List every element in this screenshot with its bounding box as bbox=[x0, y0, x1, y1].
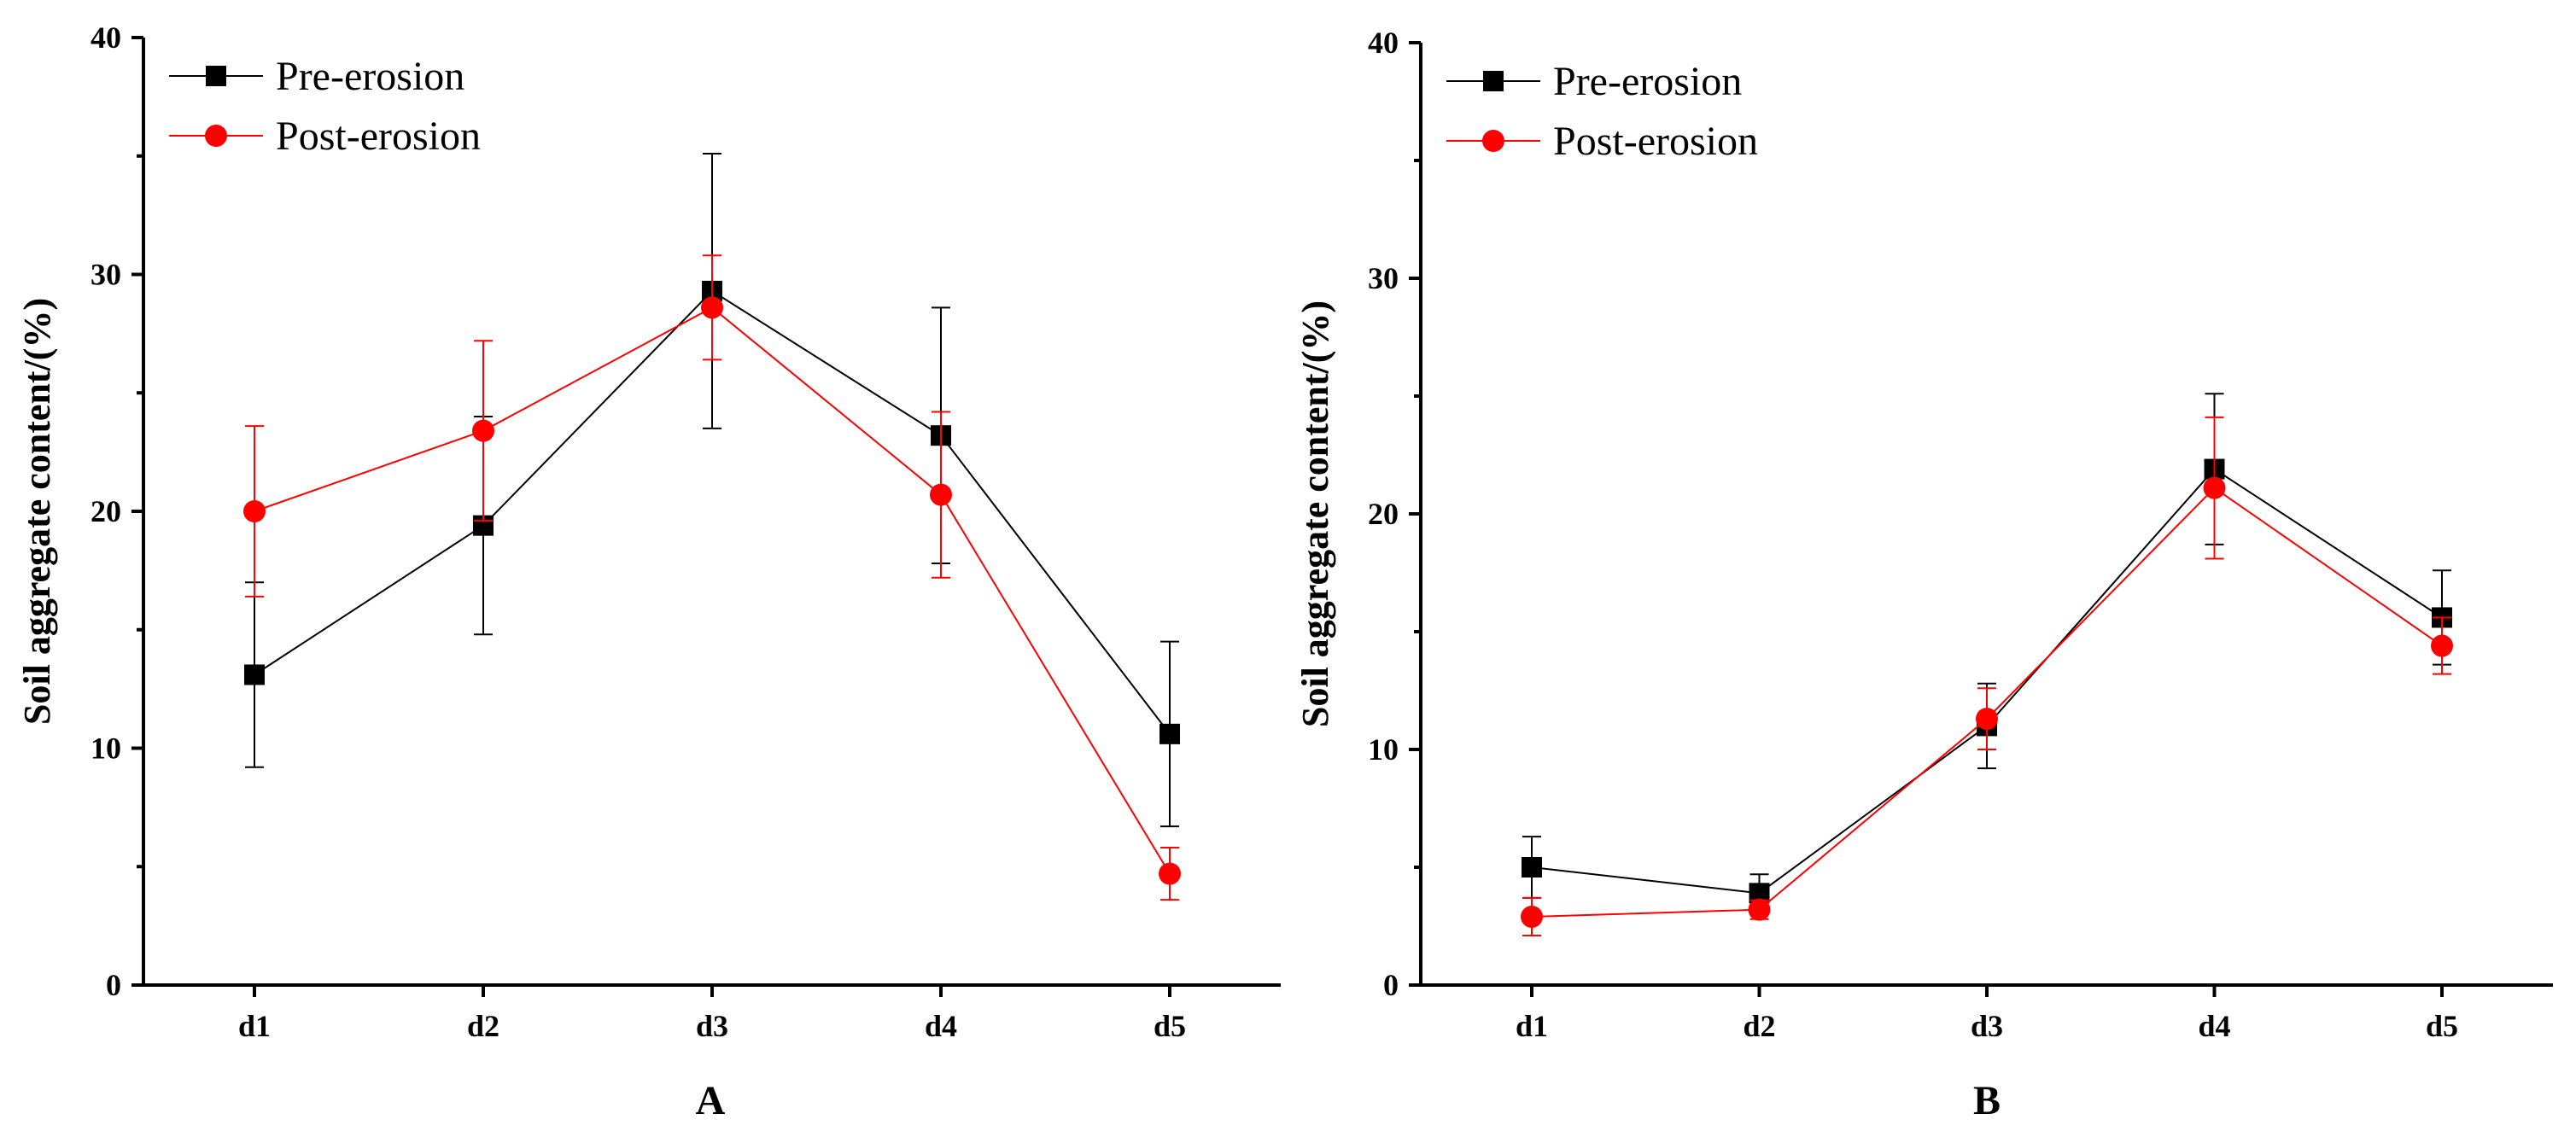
data-point-post-erosion bbox=[701, 296, 723, 319]
data-point-post-erosion bbox=[2203, 476, 2226, 499]
panel-label: A bbox=[696, 1078, 726, 1123]
y-tick-label: 20 bbox=[1368, 497, 1399, 531]
legend-label-pre-erosion: Pre-erosion bbox=[276, 54, 464, 99]
x-tick-label: d4 bbox=[925, 1009, 957, 1043]
y-axis-title: Soil aggregate content/(%) bbox=[1294, 300, 1336, 727]
data-point-post-erosion bbox=[472, 419, 494, 442]
data-point-post-erosion bbox=[1976, 708, 1998, 731]
x-tick-label: d2 bbox=[1743, 1009, 1775, 1043]
legend-marker-pre-erosion bbox=[1483, 71, 1504, 91]
y-tick-label: 10 bbox=[1368, 732, 1399, 767]
series-line-pre-erosion bbox=[1531, 468, 2443, 895]
y-axis-title: Soil aggregate content/(%) bbox=[16, 298, 58, 725]
legend-label-pre-erosion: Pre-erosion bbox=[1553, 59, 1742, 104]
data-point-pre-erosion bbox=[1522, 857, 1542, 878]
y-tick-label: 20 bbox=[91, 494, 121, 528]
x-tick-label: d4 bbox=[2198, 1009, 2230, 1043]
x-tick-label: d1 bbox=[1516, 1009, 1548, 1043]
data-point-post-erosion bbox=[1521, 905, 1543, 928]
x-tick-label: d1 bbox=[238, 1009, 271, 1043]
y-tick-label: 30 bbox=[91, 258, 121, 292]
x-tick-label: d3 bbox=[1971, 1009, 2003, 1043]
chart-panel-2: 0 10 20 30 40 d1 d2 d3 d4 d5 Soil aggregate conten… bbox=[1294, 26, 2553, 1123]
y-tick-label: 30 bbox=[1368, 261, 1399, 295]
y-tick-label: 40 bbox=[91, 20, 121, 55]
x-tick-label: d5 bbox=[2426, 1009, 2458, 1043]
y-tick-label: 0 bbox=[1383, 968, 1399, 1002]
legend-marker-post-erosion bbox=[1482, 130, 1504, 152]
data-point-post-erosion bbox=[2431, 634, 2453, 657]
legend-marker-post-erosion bbox=[205, 125, 227, 147]
panel-label: B bbox=[1973, 1078, 2001, 1123]
x-tick-label: d5 bbox=[1154, 1009, 1186, 1043]
legend-label-post-erosion: Post-erosion bbox=[1553, 119, 1758, 164]
x-tick-label: d2 bbox=[467, 1009, 499, 1043]
y-tick-label: 0 bbox=[106, 968, 121, 1002]
data-point-post-erosion bbox=[1159, 862, 1181, 885]
data-point-pre-erosion bbox=[1159, 723, 1180, 744]
legend-marker-pre-erosion bbox=[206, 66, 226, 86]
data-point-post-erosion bbox=[1748, 898, 1771, 921]
data-point-pre-erosion bbox=[244, 664, 265, 685]
data-point-post-erosion bbox=[243, 500, 266, 522]
data-point-post-erosion bbox=[930, 483, 952, 506]
y-tick-label: 40 bbox=[1368, 26, 1399, 60]
legend-label-post-erosion: Post-erosion bbox=[276, 114, 481, 159]
x-tick-label: d3 bbox=[696, 1009, 728, 1043]
chart-panel-1: 0 10 20 30 40 d1 d2 d3 d4 d5 Soil aggregate conten… bbox=[16, 20, 1281, 1123]
y-tick-label: 10 bbox=[91, 732, 121, 766]
